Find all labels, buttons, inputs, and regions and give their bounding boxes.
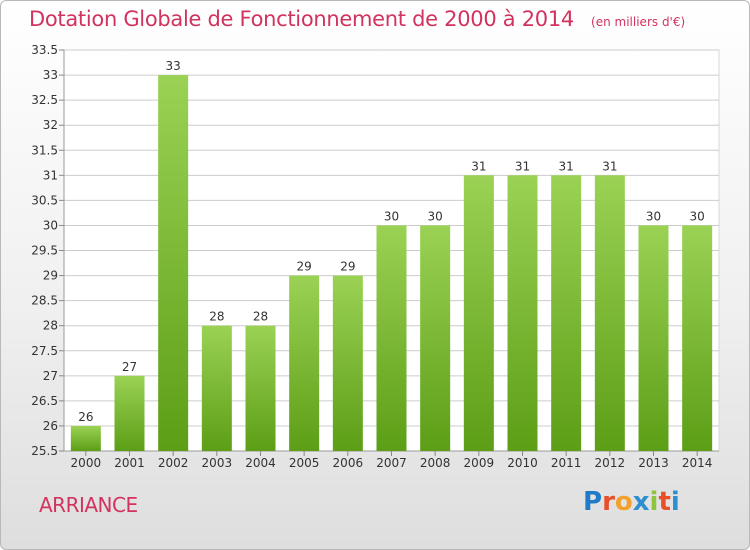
x-tick-label: 2010 xyxy=(507,456,538,470)
data-label: 29 xyxy=(297,260,312,274)
bar xyxy=(594,175,625,451)
y-tick-label: 27.5 xyxy=(31,344,58,358)
x-tick-label: 2014 xyxy=(682,456,713,470)
logo-letter: x xyxy=(632,487,650,517)
y-tick-label: 27 xyxy=(43,369,58,383)
y-tick-label: 33 xyxy=(43,68,58,82)
data-label: 31 xyxy=(471,159,486,173)
title-row: Dotation Globale de Fonctionnement de 20… xyxy=(29,7,685,31)
bar xyxy=(463,175,494,451)
x-tick-label: 2000 xyxy=(71,456,102,470)
logo-letter: i xyxy=(670,487,680,517)
x-tick-label: 2012 xyxy=(595,456,626,470)
y-tick-label: 30.5 xyxy=(31,193,58,207)
y-tick-label: 25.5 xyxy=(31,444,58,458)
y-tick-label: 28 xyxy=(43,319,58,333)
bar xyxy=(70,425,101,451)
x-tick-label: 2011 xyxy=(551,456,582,470)
bar xyxy=(332,275,363,451)
y-tick-label: 26 xyxy=(43,419,58,433)
data-label: 31 xyxy=(559,159,574,173)
x-tick-label: 2005 xyxy=(289,456,320,470)
data-label: 30 xyxy=(384,209,399,223)
x-tick-label: 2002 xyxy=(158,456,189,470)
bar xyxy=(551,175,582,451)
bar xyxy=(158,75,189,451)
y-tick-label: 29 xyxy=(43,269,58,283)
logo-letter: P xyxy=(583,487,603,517)
bar xyxy=(376,225,407,451)
data-label: 33 xyxy=(166,59,181,73)
data-label: 31 xyxy=(602,159,617,173)
y-tick-label: 28.5 xyxy=(31,294,58,308)
bar xyxy=(507,175,538,451)
bar xyxy=(245,325,276,451)
data-label: 27 xyxy=(122,360,137,374)
x-tick-label: 2008 xyxy=(420,456,451,470)
x-tick-label: 2003 xyxy=(202,456,233,470)
data-label: 30 xyxy=(428,209,443,223)
x-tick-label: 2004 xyxy=(245,456,276,470)
x-tick-label: 2006 xyxy=(333,456,364,470)
logo-letter: i xyxy=(649,487,659,517)
y-tick-label: 32 xyxy=(43,118,58,132)
commune-name: ARRIANCE xyxy=(39,493,138,517)
data-label: 26 xyxy=(78,410,93,424)
y-tick-label: 31.5 xyxy=(31,143,58,157)
bar xyxy=(638,225,669,451)
unit-note: (en milliers d'€) xyxy=(591,15,686,29)
x-tick-label: 2001 xyxy=(114,456,145,470)
data-label: 28 xyxy=(209,310,224,324)
bar xyxy=(289,275,320,451)
x-tick-label: 2009 xyxy=(464,456,495,470)
data-label: 30 xyxy=(646,209,661,223)
y-tick-label: 26.5 xyxy=(31,394,58,408)
y-tick-label: 29.5 xyxy=(31,244,58,258)
bar xyxy=(420,225,451,451)
chart-title: Dotation Globale de Fonctionnement de 20… xyxy=(29,7,574,31)
data-label: 28 xyxy=(253,310,268,324)
data-label: 29 xyxy=(340,260,355,274)
bar xyxy=(682,225,713,451)
x-tick-label: 2013 xyxy=(638,456,669,470)
y-tick-label: 33.5 xyxy=(31,43,58,57)
bar xyxy=(114,375,145,451)
y-tick-label: 32.5 xyxy=(31,93,58,107)
logo-letter: t xyxy=(658,487,671,517)
y-tick-label: 30 xyxy=(43,218,58,232)
x-tick-label: 2007 xyxy=(376,456,407,470)
logo-letter: r xyxy=(602,487,615,517)
bar xyxy=(201,325,232,451)
y-tick-label: 31 xyxy=(43,168,58,182)
data-label: 30 xyxy=(690,209,705,223)
logo-letter: o xyxy=(614,487,633,517)
data-label: 31 xyxy=(515,159,530,173)
proxiti-logo: Proxiti xyxy=(583,487,680,517)
